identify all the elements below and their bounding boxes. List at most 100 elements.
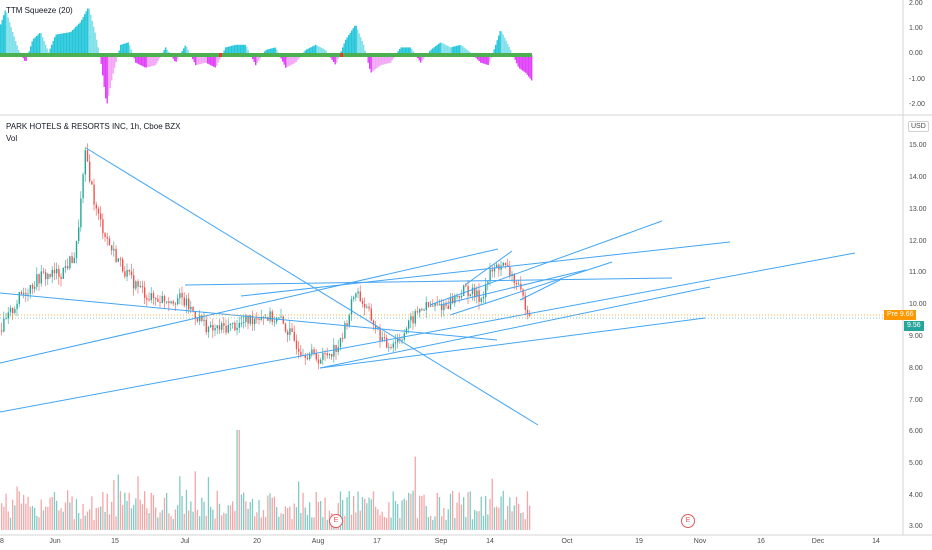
squeeze-bar bbox=[294, 55, 296, 64]
price-tick: 4.00 bbox=[909, 492, 923, 499]
candle-body bbox=[335, 344, 337, 352]
volume-bar bbox=[56, 500, 58, 530]
volume-bar bbox=[326, 519, 328, 530]
squeeze-bar bbox=[487, 55, 489, 65]
volume-bar bbox=[273, 496, 276, 530]
squeeze-bar bbox=[207, 55, 209, 64]
volume-bar bbox=[243, 492, 245, 530]
candle-body bbox=[254, 318, 256, 324]
volume-bar bbox=[128, 492, 130, 530]
candle-body bbox=[399, 338, 401, 340]
volume-bar bbox=[221, 515, 223, 530]
squeeze-bar bbox=[40, 33, 42, 55]
candle-body bbox=[366, 306, 368, 308]
squeeze-bar bbox=[439, 42, 441, 55]
volume-bar bbox=[397, 504, 399, 530]
volume-bar bbox=[34, 507, 36, 530]
volume-bar bbox=[181, 495, 183, 530]
price-tick: 7.00 bbox=[909, 397, 923, 404]
squeeze-bar bbox=[349, 32, 351, 55]
squeeze-bar bbox=[364, 50, 366, 55]
trendline bbox=[519, 279, 561, 301]
candle-body bbox=[159, 302, 161, 303]
squeeze-bar bbox=[223, 50, 225, 55]
candle-body bbox=[337, 347, 339, 352]
candle-body bbox=[522, 289, 524, 296]
squeeze-bar bbox=[348, 35, 350, 55]
squeeze-bar bbox=[358, 33, 360, 55]
volume-bar bbox=[432, 519, 434, 530]
volume-bar bbox=[287, 508, 289, 530]
squeeze-bar bbox=[385, 55, 387, 64]
candle-body bbox=[111, 245, 113, 251]
volume-bar bbox=[460, 504, 463, 530]
volume-bar bbox=[236, 430, 238, 530]
candle-body bbox=[1, 330, 3, 332]
candle-body bbox=[14, 309, 16, 313]
candle-body bbox=[361, 301, 364, 304]
volume-bar bbox=[507, 505, 509, 530]
volume-bar bbox=[454, 517, 456, 530]
squeeze-bar bbox=[381, 55, 383, 65]
squeeze-bar bbox=[373, 55, 375, 71]
candle-body bbox=[91, 181, 93, 185]
trendline bbox=[319, 317, 706, 369]
candle-body bbox=[447, 305, 449, 309]
squeeze-bar bbox=[138, 55, 140, 65]
volume-bar bbox=[73, 519, 75, 530]
squeeze-bar bbox=[400, 47, 402, 55]
volume-bar bbox=[240, 494, 243, 530]
candle-body bbox=[163, 296, 166, 302]
squeeze-bar bbox=[31, 41, 33, 55]
volume-bar bbox=[295, 507, 298, 530]
candle-body bbox=[69, 256, 71, 269]
volume-bar bbox=[9, 517, 12, 530]
squeeze-bar bbox=[486, 55, 488, 65]
squeeze-bar bbox=[129, 45, 131, 55]
volume-bar bbox=[212, 509, 214, 530]
earnings-marker[interactable]: E bbox=[329, 514, 343, 528]
symbol-title[interactable]: PARK HOTELS & RESORTS INC, 1h, Cboe BZX bbox=[6, 122, 181, 131]
volume-bar bbox=[304, 507, 306, 530]
indicator-title[interactable]: TTM Squeeze (20) bbox=[6, 6, 73, 15]
candle-body bbox=[240, 322, 243, 324]
squeeze-bar bbox=[51, 44, 53, 55]
candle-body bbox=[423, 309, 425, 311]
candle-body bbox=[212, 325, 214, 331]
time-tick: 17 bbox=[373, 538, 381, 545]
currency-button[interactable]: USD bbox=[908, 121, 929, 132]
volume-bar bbox=[474, 509, 476, 530]
candle-body bbox=[236, 327, 238, 331]
volume-bar bbox=[1, 503, 3, 530]
squeeze-bar bbox=[406, 47, 408, 55]
squeeze-bar bbox=[147, 55, 149, 68]
volume-bar bbox=[313, 517, 315, 530]
candle-body bbox=[317, 359, 320, 364]
volume-bar bbox=[344, 516, 346, 530]
price-tick: 5.00 bbox=[909, 460, 923, 467]
candle-body bbox=[513, 274, 515, 284]
trendline bbox=[184, 277, 673, 286]
candle-body bbox=[100, 213, 102, 220]
candle-body bbox=[12, 308, 14, 313]
time-tick: Jul bbox=[180, 538, 190, 545]
volume-bar bbox=[122, 505, 124, 530]
squeeze-bar bbox=[273, 47, 275, 55]
squeeze-bar bbox=[402, 47, 404, 55]
volume-label[interactable]: Vol bbox=[6, 134, 18, 143]
candle-body bbox=[221, 323, 223, 330]
volume-bar bbox=[205, 515, 207, 530]
candle-body bbox=[42, 271, 45, 273]
squeeze-bar bbox=[34, 37, 36, 55]
candle-body bbox=[412, 316, 414, 324]
candle-body bbox=[284, 323, 287, 332]
candle-body bbox=[31, 285, 34, 289]
squeeze-bar bbox=[126, 42, 128, 55]
candle-body bbox=[5, 318, 7, 320]
earnings-marker[interactable]: E bbox=[681, 514, 695, 528]
volume-bar bbox=[188, 510, 190, 530]
price-tick: 3.00 bbox=[909, 523, 923, 530]
candle-body bbox=[234, 322, 236, 331]
candle-body bbox=[502, 262, 504, 266]
